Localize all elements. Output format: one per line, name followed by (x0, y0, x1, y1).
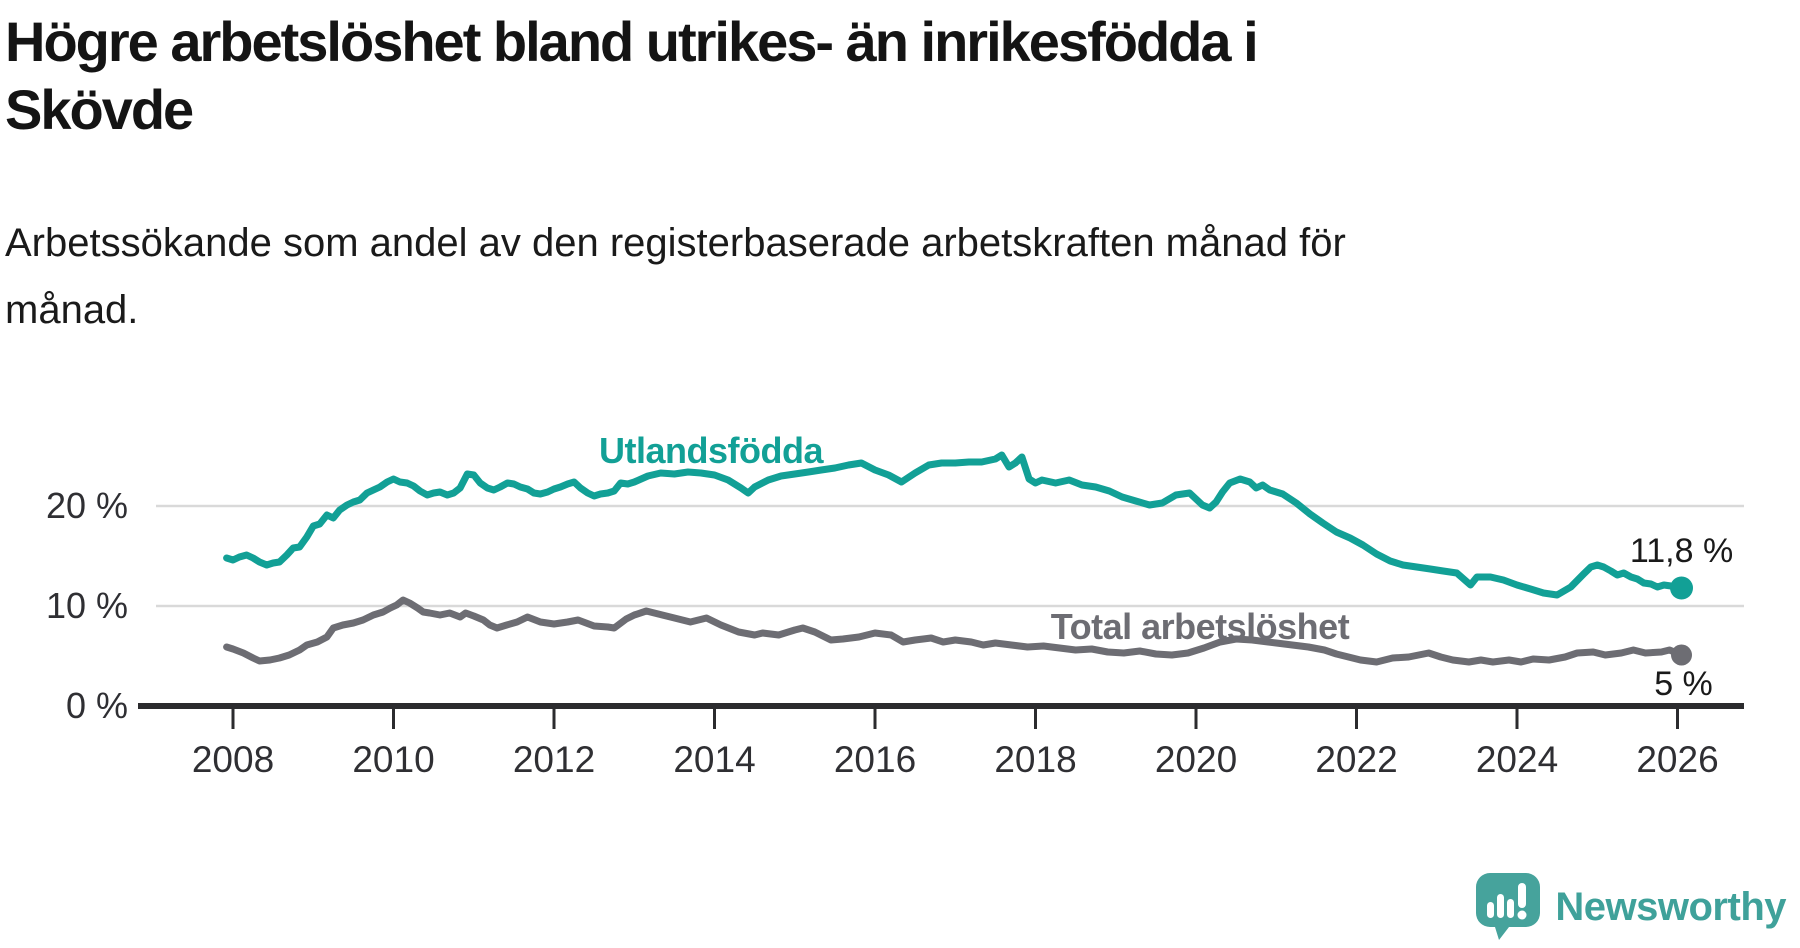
x-tick-label: 2014 (673, 739, 755, 780)
series-lines (223, 451, 1685, 666)
bar-chart-glyph (1487, 883, 1527, 920)
x-tick-label: 2020 (1155, 739, 1237, 780)
series-line-utlandsfodda (223, 451, 1685, 599)
page-title-line1: Högre arbetslöshet bland utrikes- än inr… (5, 10, 1259, 73)
series-label-utlandsfodda: Utlandsfödda (599, 430, 824, 471)
y-tick-label: 0 % (66, 685, 128, 726)
x-tick-label: 2012 (513, 739, 595, 780)
chart-subtitle: Arbetssökande som andel av den registerb… (5, 210, 1485, 344)
series-end-dot-total-arbetsloshet (1671, 644, 1693, 666)
x-tick-label: 2026 (1636, 739, 1718, 780)
newsworthy-logo-text: Newsworthy (1555, 884, 1786, 929)
x-tick-label: 2018 (994, 739, 1076, 780)
y-axis-labels: 0 % 10 % 20 % (46, 485, 128, 726)
page-title-line2: Skövde (5, 78, 194, 141)
series-end-value-label-total-arbetsloshet: 5 % (1654, 665, 1713, 703)
x-tick-label: 2010 (352, 739, 434, 780)
x-tick-label: 2024 (1476, 739, 1558, 780)
exclamation-bar (1518, 883, 1527, 908)
series-end-value-label-utlandsfodda: 11,8 % (1630, 532, 1733, 570)
y-tick-label: 20 % (46, 485, 128, 526)
exclamation-dot (1517, 910, 1527, 920)
chart-subtitle-line1: Arbetssökande som andel av den registerb… (5, 221, 1346, 265)
series-line-total-arbetsloshet (223, 596, 1685, 666)
series-end-dots (1670, 576, 1694, 666)
x-tick-label: 2008 (192, 739, 274, 780)
chart-subtitle-line2: månad. (5, 288, 139, 332)
x-tick-label: 2022 (1315, 739, 1397, 780)
y-tick-label: 10 % (46, 585, 128, 626)
series-end-dot-utlandsfodda (1670, 576, 1694, 600)
x-tick-label: 2016 (834, 739, 916, 780)
page-title: Högre arbetslöshet bland utrikes- än inr… (5, 8, 1535, 144)
series-end-value-labels: 11,8 % 5 % (1630, 532, 1733, 703)
x-axis: 2008 2010 2012 2014 2016 2018 2020 2022 2024 2026 (138, 703, 1744, 780)
series-label-total-arbetsloshet: Total arbetslöshet (1050, 606, 1350, 647)
newsworthy-chart-bubble-icon (1476, 873, 1541, 940)
gridlines (156, 504, 1744, 608)
newsworthy-logo: Newsworthy (1475, 872, 1786, 942)
